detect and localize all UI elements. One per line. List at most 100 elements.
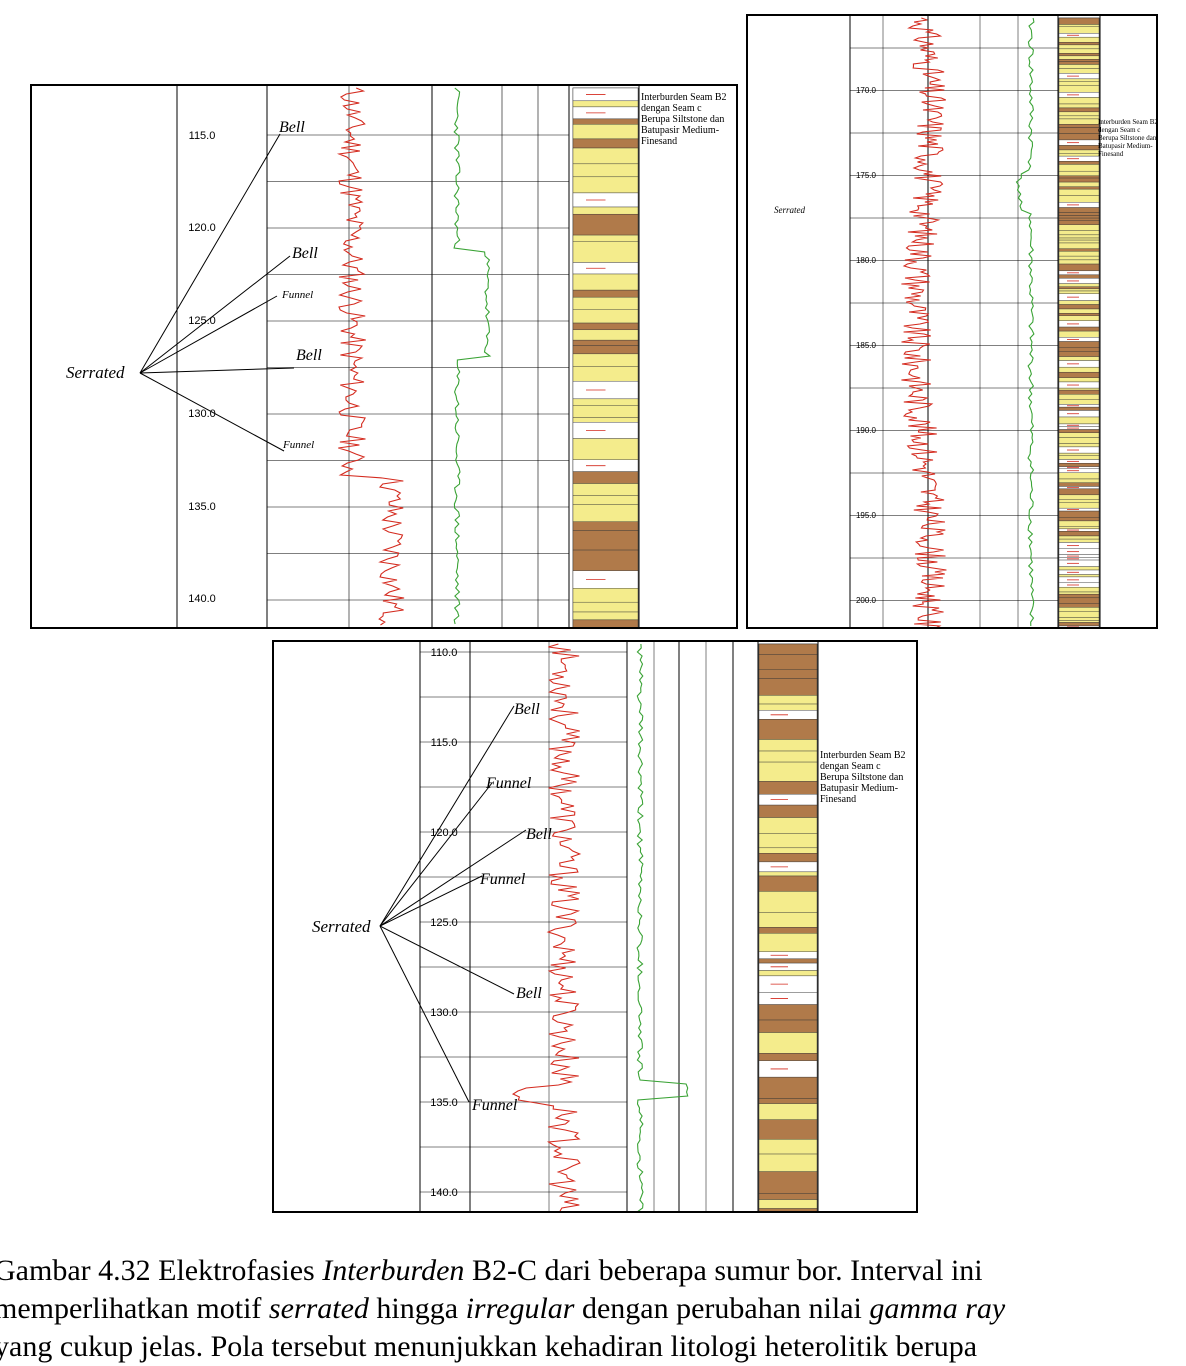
- lithology-column-a-shale-bed: [572, 471, 639, 484]
- lithology-column-b-sand-bed: [1058, 251, 1100, 257]
- facies-label-a: Bell: [279, 119, 305, 136]
- lithology-column-b-sand-bed: [1058, 366, 1100, 373]
- lithology-column-c-sand-bed: [758, 912, 818, 928]
- lithology-column-b-shale-bed: [1058, 133, 1100, 141]
- log-plot-c: 110.0115.0120.0125.0130.0135.0140.0Serra…: [312, 642, 819, 1211]
- lithology-column-b-shale-bed: [1058, 42, 1100, 46]
- facies-root-label-a: Serrated: [66, 363, 125, 382]
- lithology-column-b-sand-bed: [1058, 478, 1100, 483]
- lithology-column-b-shale-bed: [1058, 371, 1100, 378]
- lithology-column-a-shale-bed: [572, 213, 639, 236]
- depth-label-a: 115.0: [189, 130, 216, 142]
- lithology-column-b-sand-bed: [1058, 68, 1100, 74]
- depth-label-b: 195.0: [856, 511, 877, 520]
- lithology-column-c-sand-bed: [758, 739, 818, 752]
- lithology-column-b-shale-bed: [1058, 406, 1100, 411]
- facies-label-a: Bell: [296, 347, 322, 364]
- lithology-column-b-sand-bed: [1058, 255, 1100, 261]
- second-log-curve-a: [453, 87, 492, 625]
- lithology-column-b-sand-bed: [1058, 308, 1100, 314]
- lithology-column-c-sand-bed: [758, 1103, 818, 1120]
- lithology-column-b-sand-bed: [1058, 48, 1100, 54]
- lithology-column-b-sand-bed: [1058, 330, 1100, 338]
- lithology-column-b-sand-bed: [1058, 535, 1100, 540]
- lithology-column-b-sand-bed: [1058, 300, 1100, 305]
- lithology-column-b-sand-bed: [1058, 164, 1100, 172]
- depth-label-a: 130.0: [188, 408, 216, 420]
- lithology-column-b-sand-bed: [1058, 611, 1100, 618]
- lithology-column-b-shale-bed: [1058, 145, 1100, 151]
- lithology-column-c-sand-bed: [758, 833, 818, 849]
- lithology-column-b-shale-bed: [1058, 463, 1100, 467]
- lithology-column-b-shale-bed: [1058, 326, 1100, 332]
- lithology-column-b-sand-bed: [1058, 472, 1100, 480]
- lithology-column-a-sand-bed: [572, 483, 639, 496]
- lithology-column-b-sand-bed: [1058, 118, 1100, 125]
- lithology-column-a-shale-bed: [572, 322, 639, 331]
- lithology-column-c-shale-bed: [758, 804, 818, 818]
- depth-label-b: 190.0: [856, 426, 877, 435]
- lithology-column-b-sand-bed: [1058, 230, 1100, 236]
- lithology-column-b-sand-bed: [1058, 81, 1100, 86]
- lithology-column-b-sand-bed: [1058, 115, 1100, 120]
- lithology-column-b-sand-bed: [1058, 387, 1100, 391]
- depth-label-c: 110.0: [431, 647, 458, 659]
- lithology-column-b-sand-bed: [1058, 224, 1100, 231]
- depth-label-a: 135.0: [188, 501, 216, 513]
- lithology-column-a-sand-bed: [572, 234, 639, 242]
- lithology-column-b-shale-bed: [1058, 510, 1100, 518]
- lithology-column-a-shale-bed: [572, 345, 639, 355]
- facies-label-c: Funnel: [485, 775, 532, 792]
- facies-root-label-b: Serrated: [774, 205, 805, 215]
- lithology-column-b-sand-bed: [1058, 617, 1100, 621]
- lithology-column-a-sand-bed: [572, 438, 639, 460]
- lithology-column-b-shale-bed: [1058, 53, 1100, 57]
- lithology-column-b-sand-bed: [1058, 55, 1100, 60]
- lithology-column-b-shale-bed: [1058, 217, 1100, 221]
- lithology-column-c-sand-bed: [758, 750, 818, 763]
- lithology-column-b-sand-bed: [1058, 195, 1100, 203]
- lithology-column-b-shale-bed: [1058, 488, 1100, 496]
- lithology-column-b-sand-bed: [1058, 574, 1100, 578]
- lithology-column-b-sand-bed: [1058, 26, 1100, 34]
- lithology-column-b-sand-bed: [1058, 290, 1100, 294]
- lithology-column-a-sand-bed: [572, 405, 639, 418]
- facies-connector-c: [379, 925, 470, 1103]
- lithology-column-b-sand-bed: [1058, 181, 1100, 187]
- facies-label-a: Funnel: [282, 439, 314, 451]
- depth-label-a: 140.0: [188, 593, 216, 605]
- depth-label-b: 175.0: [856, 171, 877, 180]
- lithology-column-c-shale-bed: [758, 643, 818, 655]
- depth-label-c: 130.0: [430, 1007, 458, 1019]
- lithology-column-b-shale-bed: [1058, 274, 1100, 279]
- lithology-column-b-sand-bed: [1058, 443, 1100, 448]
- facies-connector-c: [379, 875, 483, 927]
- lithology-column-c-shale-bed: [758, 1053, 818, 1061]
- log-plot-a: 115.0 120.0 125.0 130.0 135.0 140.0 Serrated Be…: [66, 86, 640, 627]
- lithology-column-a-sand-bed: [572, 366, 639, 382]
- facies-label-c: Bell: [516, 985, 542, 1002]
- lithology-column-c-sand-bed: [758, 1153, 818, 1172]
- lithology-column-b-sand-bed: [1058, 234, 1100, 239]
- lithology-column-c-sand-bed: [758, 761, 818, 782]
- lithology-column-b-sand-bed: [1058, 377, 1100, 383]
- log-panel-b: 170.0 175.0 180.0 185.0 190.0 195.0 200.0 Serra…: [746, 14, 1158, 629]
- lithology-column-b-sand-bed: [1058, 520, 1100, 527]
- lithology-column-b-sand-bed: [1058, 437, 1100, 444]
- depth-label-c: 115.0: [431, 737, 458, 749]
- depth-label-b: 185.0: [856, 341, 877, 350]
- lithology-column-b-shale-bed: [1058, 313, 1100, 316]
- lithology-column-b-shale-bed: [1058, 603, 1100, 608]
- gamma-ray-curve-a: [336, 87, 405, 626]
- lithology-column-a-sand-bed: [572, 417, 639, 423]
- lithology-note-b: Interburden Seam B2 dengan Seam c Berupa…: [1098, 118, 1158, 158]
- lithology-column-b-shale-bed: [1058, 347, 1100, 352]
- lithology-column-a-sand-bed: [572, 296, 639, 310]
- lithology-column-b-sand-bed: [1058, 259, 1100, 265]
- lithology-column-c-sand-bed: [758, 703, 818, 711]
- lithology-column-b-shale-bed: [1058, 429, 1100, 433]
- lithology-column-c-sand-bed: [758, 695, 818, 705]
- lithology-column-b-shale-bed: [1058, 212, 1100, 216]
- lithology-column-b-shale-bed: [1058, 248, 1100, 252]
- lithology-column-a-sand-bed: [572, 241, 639, 263]
